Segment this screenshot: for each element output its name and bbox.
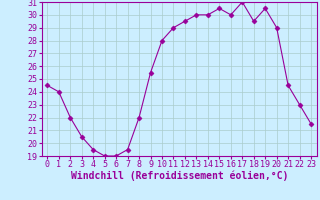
X-axis label: Windchill (Refroidissement éolien,°C): Windchill (Refroidissement éolien,°C) xyxy=(70,171,288,181)
